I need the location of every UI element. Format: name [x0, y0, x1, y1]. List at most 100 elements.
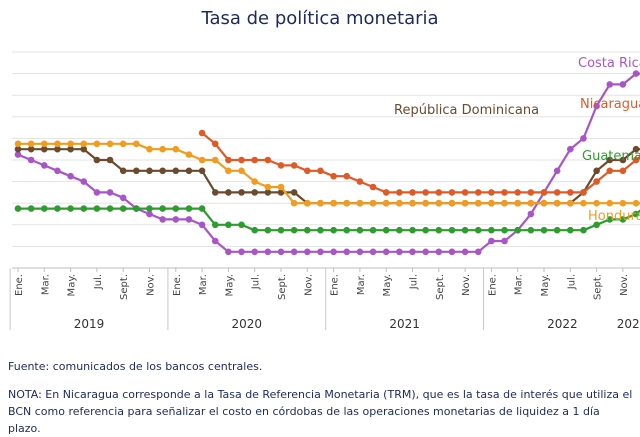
data-point-guatemala — [448, 226, 456, 234]
data-point-guatemala — [330, 226, 337, 234]
data-point-republica-dominicana — [27, 145, 35, 153]
data-point-honduras — [422, 199, 429, 207]
data-point-costa-rica — [369, 248, 377, 256]
data-point-nicaragua — [632, 156, 640, 164]
data-point-republica-dominicana — [159, 167, 166, 175]
data-point-costa-rica — [146, 210, 153, 218]
data-point-nicaragua — [238, 156, 245, 164]
data-point-costa-rica — [172, 216, 180, 223]
x-tick-label: Ene. — [330, 274, 341, 296]
data-point-nicaragua — [540, 189, 548, 196]
data-point-guatemala — [435, 226, 443, 234]
data-point-honduras — [290, 199, 298, 207]
x-tick-label: Jul. — [409, 274, 420, 290]
data-point-nicaragua — [277, 162, 285, 169]
data-point-guatemala — [606, 216, 614, 223]
data-point-nicaragua — [317, 167, 324, 175]
data-point-costa-rica — [330, 248, 337, 256]
data-point-honduras — [343, 199, 351, 207]
x-tick-label: Nov. — [461, 274, 472, 296]
data-point-honduras — [396, 199, 403, 207]
data-point-honduras — [93, 140, 101, 148]
data-point-costa-rica — [606, 81, 614, 88]
data-point-guatemala — [185, 205, 193, 212]
data-point-guatemala — [527, 226, 535, 234]
data-point-guatemala — [211, 221, 219, 229]
data-point-guatemala — [27, 205, 35, 212]
data-point-republica-dominicana — [67, 145, 74, 153]
data-point-guatemala — [119, 205, 127, 212]
data-point-costa-rica — [619, 81, 627, 88]
year-label: 2023 — [617, 317, 640, 331]
data-point-guatemala — [41, 205, 48, 212]
data-point-nicaragua — [448, 189, 456, 196]
data-point-honduras — [304, 199, 311, 207]
x-tick-label: Sept. — [119, 274, 130, 300]
data-point-honduras — [133, 140, 140, 148]
data-point-guatemala — [567, 226, 574, 234]
data-point-nicaragua — [474, 189, 482, 196]
x-tick-label: Nov. — [146, 274, 157, 296]
data-point-guatemala — [580, 226, 587, 234]
data-point-guatemala — [501, 226, 508, 234]
series-label: Costa Rica — [578, 56, 640, 71]
x-tick-label: Nov. — [303, 274, 314, 296]
data-point-guatemala — [593, 221, 600, 229]
data-point-republica-dominicana — [290, 189, 298, 196]
data-point-republica-dominicana — [225, 189, 232, 196]
data-point-honduras — [580, 199, 587, 207]
x-tick-label: Mar. — [40, 274, 51, 295]
data-point-honduras — [540, 199, 548, 207]
x-tick-label: Ene. — [14, 274, 25, 296]
data-point-honduras — [251, 178, 258, 185]
data-point-costa-rica — [448, 248, 456, 256]
series-label: Nicaragua — [580, 97, 640, 112]
data-point-guatemala — [396, 226, 403, 234]
data-point-guatemala — [540, 226, 548, 234]
data-point-nicaragua — [422, 189, 429, 196]
data-point-honduras — [514, 199, 521, 207]
data-point-republica-dominicana — [238, 189, 245, 196]
data-point-costa-rica — [409, 248, 416, 256]
data-point-honduras — [553, 199, 561, 207]
x-tick-label: Mar. — [356, 274, 367, 295]
data-point-nicaragua — [304, 167, 311, 175]
data-point-guatemala — [133, 205, 140, 212]
data-point-guatemala — [14, 205, 22, 212]
data-point-honduras — [488, 199, 495, 207]
data-point-costa-rica — [567, 145, 574, 153]
data-point-honduras — [567, 199, 574, 207]
data-point-honduras — [67, 140, 74, 148]
data-point-costa-rica — [580, 135, 587, 142]
data-point-honduras — [172, 145, 180, 153]
data-point-costa-rica — [27, 156, 35, 164]
data-point-honduras — [435, 199, 443, 207]
data-point-costa-rica — [198, 221, 206, 229]
data-point-guatemala — [356, 226, 364, 234]
x-tick-label: Nov. — [619, 274, 630, 296]
data-point-guatemala — [304, 226, 311, 234]
data-point-nicaragua — [580, 189, 587, 196]
data-point-guatemala — [198, 205, 206, 212]
data-point-guatemala — [54, 205, 61, 212]
data-point-nicaragua — [290, 162, 298, 169]
data-point-costa-rica — [488, 237, 495, 245]
x-tick-label: Jul. — [566, 274, 577, 290]
data-point-honduras — [369, 199, 377, 207]
data-point-republica-dominicana — [41, 145, 48, 153]
data-point-costa-rica — [343, 248, 351, 256]
data-point-honduras — [606, 199, 614, 207]
data-point-honduras — [461, 199, 469, 207]
data-point-nicaragua — [435, 189, 443, 196]
data-point-guatemala — [553, 226, 561, 234]
x-tick-label: Ene. — [487, 274, 498, 296]
data-point-guatemala — [422, 226, 429, 234]
data-point-republica-dominicana — [619, 156, 627, 164]
data-point-nicaragua — [527, 189, 535, 196]
data-point-honduras — [317, 199, 324, 207]
data-point-costa-rica — [435, 248, 443, 256]
data-point-nicaragua — [211, 140, 219, 148]
data-point-nicaragua — [382, 189, 390, 196]
data-point-costa-rica — [317, 248, 324, 256]
data-point-nicaragua — [461, 189, 469, 196]
